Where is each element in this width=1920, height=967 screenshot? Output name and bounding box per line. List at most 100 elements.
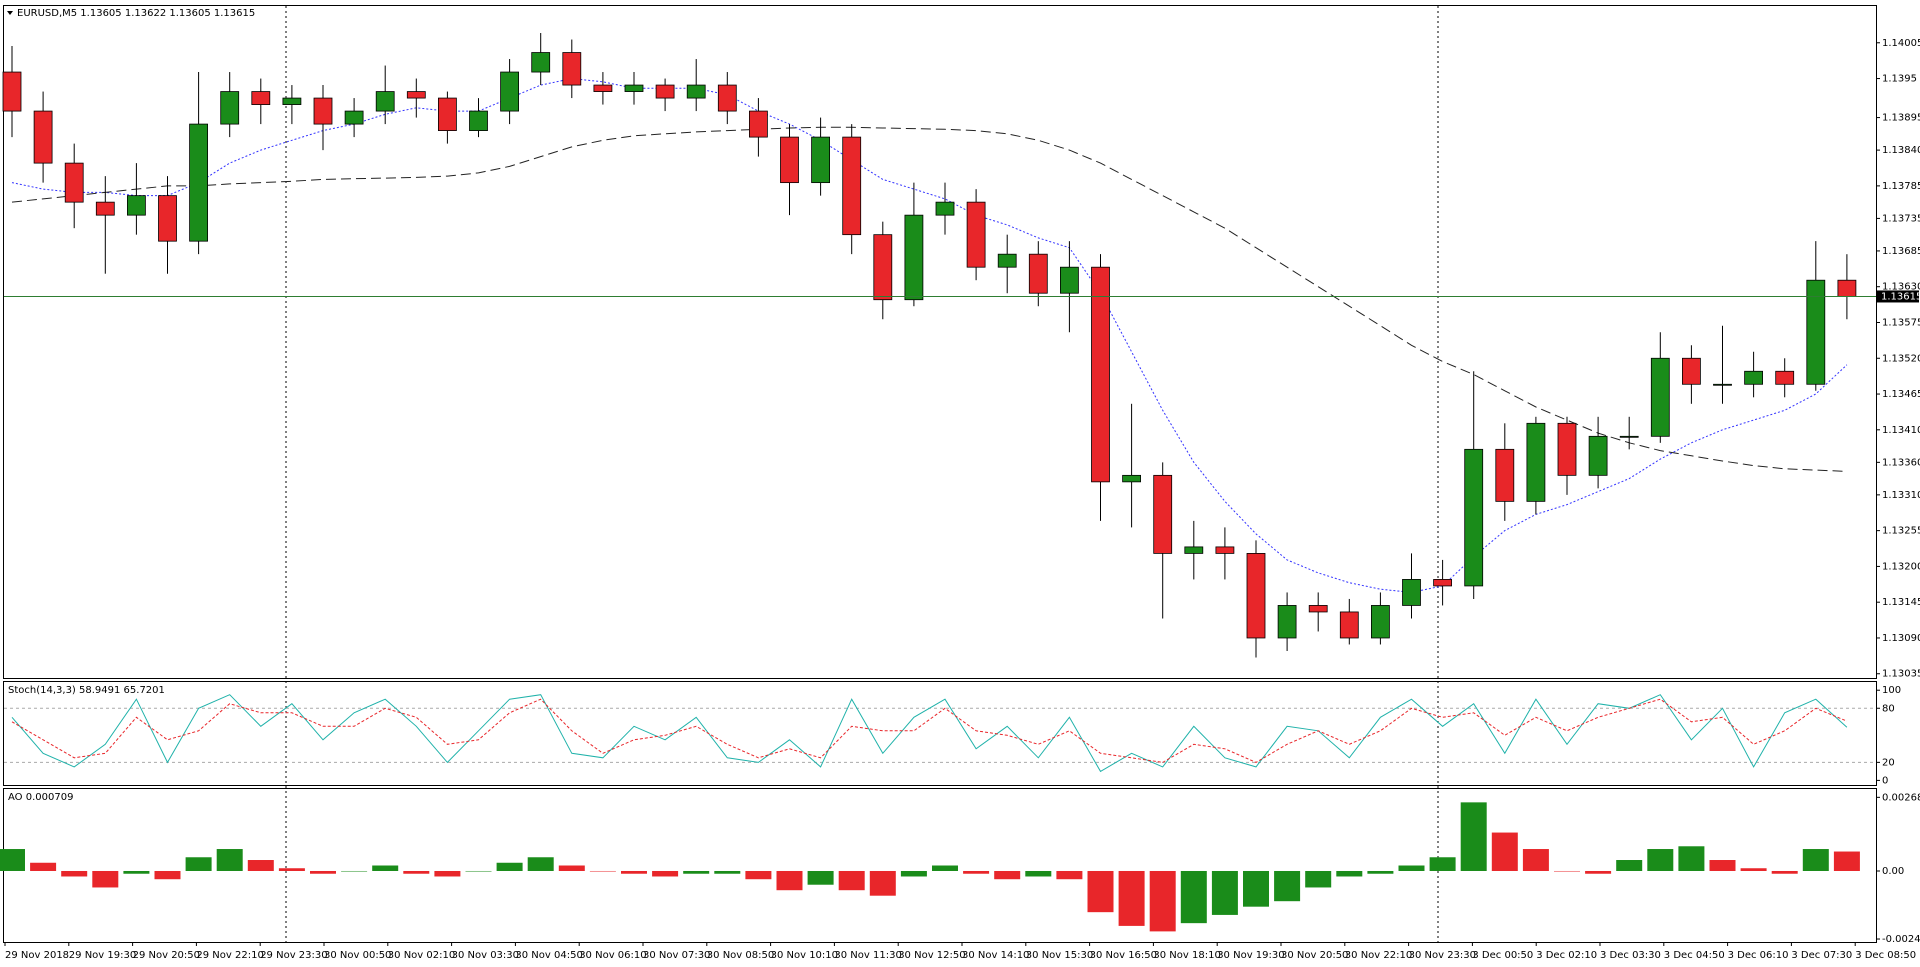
ao-bar	[372, 865, 399, 871]
candle-body	[1806, 279, 1826, 385]
candle-body	[1464, 448, 1484, 587]
x-tick-label: 30 Nov 03:30	[452, 950, 519, 961]
ao-bar	[1491, 832, 1518, 871]
x-tick-label: 30 Nov 00:50	[324, 950, 391, 961]
candle-body	[1184, 546, 1204, 554]
candle-body	[500, 71, 520, 112]
y-tick-label: 0.00	[1882, 866, 1904, 877]
ao-bar	[1243, 870, 1269, 907]
ao-bar	[1585, 870, 1612, 874]
ao-bar	[1554, 870, 1580, 872]
candle-body	[593, 84, 613, 92]
y-tick-label: 1.13520	[1882, 353, 1920, 364]
x-tick-label: 3 Dec 00:50	[1472, 950, 1533, 961]
y-tick-label: 1.13840	[1882, 145, 1920, 156]
candle-body	[313, 97, 333, 125]
ao-bar	[589, 870, 616, 872]
candle-body	[873, 234, 893, 301]
y-tick-label: 1.13785	[1882, 181, 1920, 192]
candle-body	[1060, 266, 1079, 294]
candle-body	[562, 52, 582, 86]
ao-bar	[776, 870, 803, 891]
ao-bar	[0, 849, 25, 871]
y-tick-label: 1.13255	[1882, 526, 1920, 537]
ao-bar	[714, 870, 741, 874]
candle-body	[1308, 605, 1328, 613]
candle-body	[158, 195, 177, 242]
y-tick-label: 1.13310	[1882, 490, 1920, 501]
ao-bar	[30, 862, 57, 871]
candle-body	[95, 201, 115, 216]
y-tick-label: 0.002683	[1882, 792, 1920, 803]
x-tick-label: 30 Nov 14:10	[962, 950, 1029, 961]
candle-body	[1557, 422, 1577, 476]
candle-body	[437, 97, 457, 131]
candle-body	[1495, 448, 1515, 502]
candle-body	[469, 110, 488, 131]
candle-body	[624, 84, 644, 92]
ao-bar	[465, 870, 492, 872]
candle-body	[1588, 435, 1608, 476]
ao-bar	[745, 870, 772, 880]
x-tick-label: 30 Nov 06:10	[579, 950, 646, 961]
ao-bar	[932, 865, 958, 871]
x-tick-label: 29 Nov 20:50	[133, 950, 200, 961]
x-tick-label: 3 Dec 06:10	[1728, 950, 1789, 961]
x-tick-label: 30 Nov 18:10	[1153, 950, 1220, 961]
ao-bar	[1336, 870, 1363, 877]
candle-body	[1713, 383, 1732, 386]
ao-bar	[1460, 802, 1487, 871]
stoch-title: Stoch(14,3,3) 58.9491 65.7201	[8, 685, 165, 696]
ao-bar	[1833, 851, 1860, 871]
y-tick-label: 1.13200	[1882, 561, 1920, 572]
x-tick-label: 30 Nov 04:50	[515, 950, 582, 961]
candle-body	[1837, 279, 1857, 297]
ao-bar	[652, 870, 679, 877]
x-tick-label: 30 Nov 12:50	[898, 950, 965, 961]
indicator-line	[11, 78, 1848, 593]
ao-bar	[1087, 870, 1114, 913]
y-tick-label: 1.13360	[1882, 457, 1920, 468]
ao-bar	[869, 870, 896, 896]
candle-body	[531, 52, 551, 73]
ao-bar	[1180, 870, 1207, 924]
candle-body	[1122, 474, 1141, 483]
candle-body	[1371, 605, 1390, 639]
x-tick-label: 30 Nov 22:10	[1345, 950, 1412, 961]
x-tick-label: 29 Nov 19:30	[69, 950, 136, 961]
ao-bar	[496, 862, 523, 871]
x-tick-label: 3 Dec 02:10	[1536, 950, 1597, 961]
ao-bar	[123, 870, 150, 874]
ao-bar	[1274, 870, 1301, 902]
ao-bar	[1149, 870, 1176, 932]
indicator-line	[11, 698, 1848, 763]
bid-label: 1.13615	[1881, 291, 1920, 302]
candle-body	[1246, 553, 1266, 639]
ao-bar	[1211, 870, 1238, 915]
candle-body	[251, 91, 271, 105]
ao-bar	[434, 870, 461, 877]
y-tick-label: -0.002478	[1882, 934, 1920, 945]
bid-label-box	[1877, 290, 1919, 303]
y-tick-label: 100	[1882, 685, 1901, 696]
x-tick-label: 3 Dec 07:30	[1791, 950, 1852, 961]
ao-bar	[310, 870, 336, 874]
ao-bar	[1118, 870, 1145, 926]
ao-bar	[1647, 849, 1674, 871]
y-tick-label: 0	[1882, 775, 1888, 786]
menu-triangle[interactable]	[7, 11, 13, 15]
x-tick-label: 30 Nov 20:50	[1281, 950, 1348, 961]
ao-bar	[1025, 870, 1052, 877]
ao-bar	[621, 870, 647, 874]
candle-body	[127, 195, 146, 216]
x-tick-label: 30 Nov 23:30	[1409, 950, 1476, 961]
candle-body	[220, 91, 240, 125]
x-tick-label: 30 Nov 07:30	[643, 950, 710, 961]
ao-bar	[61, 870, 88, 877]
ao-bar	[994, 870, 1021, 880]
y-tick-label: 1.14005	[1882, 38, 1920, 49]
candle-body	[1526, 422, 1546, 502]
